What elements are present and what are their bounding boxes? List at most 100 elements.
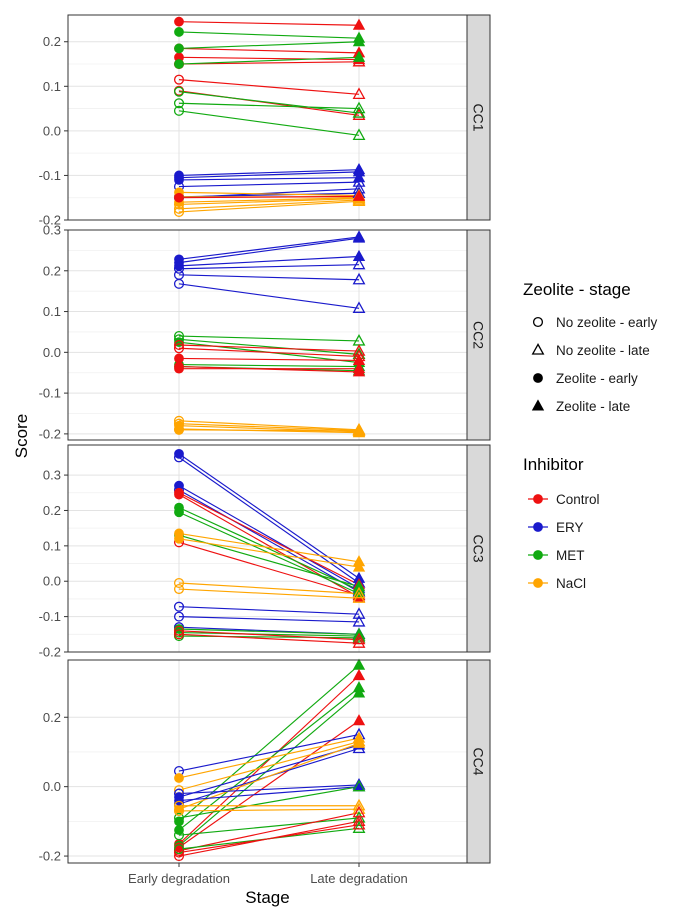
series-line-met: [178, 335, 360, 342]
series-line-ery: [178, 237, 360, 264]
series-line-nacl: [178, 420, 360, 431]
data-point-early-nacl: [173, 203, 185, 214]
facet-strip: [466, 444, 491, 653]
series-line-nacl: [178, 198, 360, 205]
legend-key-point: [533, 494, 543, 504]
series-line-nacl: [178, 429, 360, 432]
y-tick-label: -0.1: [39, 609, 61, 624]
data-point-early-ery: [173, 452, 185, 463]
series-line-met: [178, 692, 360, 847]
series-line-ery: [178, 169, 360, 177]
legend-label: MET: [556, 548, 585, 563]
series-line-ery: [178, 255, 360, 267]
legend-key-open-circle: [532, 316, 544, 328]
legend-label: Zeolite - early: [556, 371, 638, 386]
data-point-early-met: [173, 812, 185, 823]
y-tick-label: 0.3: [43, 223, 61, 238]
data-point-late-met: [352, 101, 366, 114]
series-line-met: [178, 363, 360, 368]
series-line-nacl: [178, 538, 360, 568]
data-point-early-met: [174, 825, 184, 835]
series-line-met: [178, 687, 360, 831]
x-tick-label: Late degradation: [310, 871, 408, 886]
series-line-met: [178, 628, 360, 635]
y-tick-label: 0.1: [43, 304, 61, 319]
series-line-nacl: [178, 199, 360, 210]
series-line-ery: [178, 616, 360, 623]
series-line-control: [178, 492, 360, 586]
series-line-ery: [178, 264, 360, 270]
series-line-met: [178, 31, 360, 39]
data-point-early-ery: [173, 278, 185, 289]
series-line-met: [178, 338, 360, 355]
series-line-nacl: [178, 200, 360, 213]
data-point-early-nacl: [173, 206, 185, 218]
facet-strip-label: CC3: [471, 534, 487, 562]
data-point-early-ery: [173, 601, 185, 612]
panel-cc2: -0.2 -0.1 0.0 0.1 0.2 0.3 CC2: [39, 223, 491, 441]
series-line-ery: [178, 283, 360, 309]
data-point-late-nacl: [352, 426, 366, 438]
legend-key-filled-circle: [533, 373, 543, 383]
y-tick-label: 0.0: [43, 574, 61, 589]
data-point-early-control: [174, 192, 184, 203]
data-point-late-control: [352, 87, 366, 100]
data-point-late-met: [352, 579, 366, 592]
series-line-control: [178, 79, 360, 95]
series-line-control: [178, 366, 360, 373]
series-line-control: [178, 21, 360, 26]
data-point-late-ery: [352, 607, 366, 619]
data-point-late-control: [352, 714, 366, 726]
legend-key-filled-triangle: [531, 399, 545, 411]
panel-background: [68, 15, 467, 220]
legend-zeolite-stage: Zeolite - stage No zeolite - early No zeol…: [523, 280, 658, 414]
data-point-late-control: [352, 362, 366, 374]
series-line-nacl: [178, 808, 360, 812]
series-line-control: [178, 56, 360, 61]
series-line-ery: [178, 177, 360, 181]
series-line-control: [178, 47, 360, 54]
series-line-nacl: [178, 532, 360, 563]
panel-cc4: -0.2 0.0 0.2 CC4: [39, 658, 491, 864]
y-tick-label: -0.2: [39, 426, 61, 441]
y-tick-label: 0.2: [43, 503, 61, 518]
data-point-early-control: [173, 851, 185, 862]
series-line-ery: [178, 734, 360, 772]
series-line-ery: [178, 606, 360, 615]
y-tick-label: 0.2: [43, 34, 61, 49]
y-tick-label: -0.2: [39, 213, 61, 228]
series-line-met: [178, 91, 360, 114]
series-line-met: [178, 817, 360, 836]
series-line-met: [178, 635, 360, 639]
legend-label: No zeolite - late: [556, 343, 650, 358]
panel-cc1: -0.2 -0.1 0.0 0.1 0.2 CC1: [39, 14, 491, 228]
data-point-late-met: [352, 821, 366, 833]
series-line-nacl: [178, 191, 360, 197]
legend-label: Zeolite - late: [556, 399, 630, 414]
panel-background: [68, 230, 467, 440]
data-point-early-nacl: [173, 424, 185, 435]
series-line-control: [178, 675, 360, 845]
data-point-late-control: [352, 817, 366, 830]
data-point-early-nacl: [174, 533, 184, 544]
y-tick-label: 0.0: [43, 123, 61, 138]
series-line-met: [178, 507, 360, 591]
series-line-nacl: [178, 737, 360, 779]
legend-key-open-triangle: [531, 343, 545, 355]
legend-label: No zeolite - early: [556, 315, 658, 330]
series-line-ery: [178, 236, 360, 260]
data-point-early-nacl: [173, 577, 185, 589]
series-line-met: [178, 102, 360, 110]
facet-strip-label: CC4: [471, 747, 487, 775]
series-line-ery: [178, 485, 360, 589]
facet-strip-label: CC2: [471, 321, 487, 349]
series-line-ery: [178, 453, 360, 579]
data-point-late-met: [352, 686, 366, 698]
series-line-met: [178, 786, 360, 819]
series-line-nacl: [178, 423, 360, 432]
x-tick-label: Early degradation: [128, 871, 230, 886]
data-point-early-met: [174, 507, 184, 518]
series-line-nacl: [178, 582, 360, 595]
